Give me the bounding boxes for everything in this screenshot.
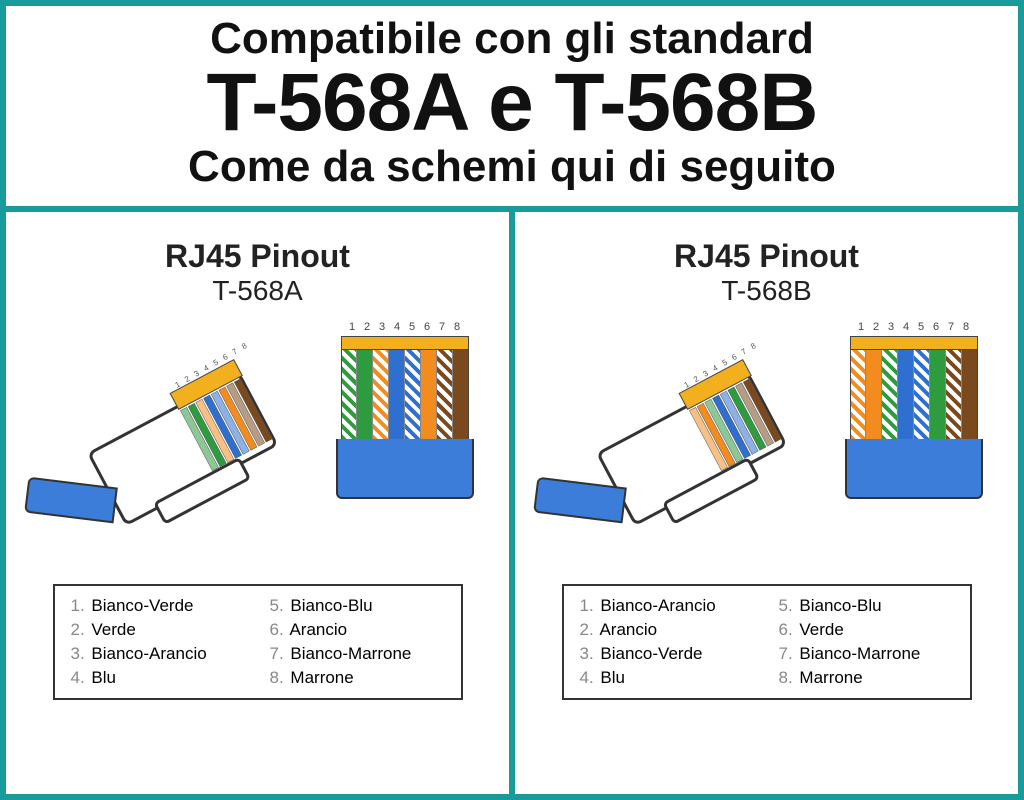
wire-5 [914, 350, 930, 440]
wire-4 [389, 350, 405, 440]
wire-2 [357, 350, 373, 440]
panel-a-subtitle: T-568A [20, 275, 495, 307]
panel-b-subtitle: T-568B [529, 275, 1004, 307]
header-line2: T-568A e T-568B [16, 64, 1008, 142]
pinout-block-a: 12345678 [335, 321, 475, 499]
wire-2 [866, 350, 882, 440]
legend-item: 6. Verde [779, 620, 954, 640]
legend-item: 8. Marrone [270, 668, 445, 688]
wire-6 [930, 350, 946, 440]
panel-a-title: RJ45 Pinout [20, 238, 495, 275]
wire-7 [946, 350, 962, 440]
panel-t568b: RJ45 Pinout T-568B 12345678 [515, 212, 1018, 794]
wire-6 [421, 350, 437, 440]
pin-numbers-a: 12345678 [347, 321, 462, 333]
legend-item: 1. Bianco-Arancio [580, 596, 755, 616]
legend-item: 1. Bianco-Verde [71, 596, 246, 616]
pin-numbers-b: 12345678 [856, 321, 971, 333]
legend-item: 3. Bianco-Verde [580, 644, 755, 664]
pin-wires-a [341, 350, 469, 440]
panel-t568a: RJ45 Pinout T-568A 12345678 [6, 212, 515, 794]
legend-item: 7. Bianco-Marrone [270, 644, 445, 664]
legend-item: 8. Marrone [779, 668, 954, 688]
wire-1 [342, 350, 358, 440]
legend-item: 5. Bianco-Blu [779, 596, 954, 616]
gold-contacts-b-icon [850, 336, 978, 350]
cable-sheath-a-icon [336, 439, 474, 499]
legend-a: 1. Bianco-Verde 5. Bianco-Blu 2. Verde 6. A… [53, 584, 463, 700]
legend-item: 6. Arancio [270, 620, 445, 640]
cable-sheath-b-icon [845, 439, 983, 499]
infographic-frame: Compatibile con gli standard T-568A e T-… [0, 0, 1024, 800]
wire-1 [851, 350, 867, 440]
wire-5 [405, 350, 421, 440]
panel-b-title: RJ45 Pinout [529, 238, 1004, 275]
header: Compatibile con gli standard T-568A e T-… [6, 6, 1018, 212]
panels-row: RJ45 Pinout T-568A 12345678 [6, 212, 1018, 794]
wire-8 [453, 350, 468, 440]
legend-item: 5. Bianco-Blu [270, 596, 445, 616]
wire-8 [962, 350, 977, 440]
pinout-block-b: 12345678 [844, 321, 984, 499]
legend-item: 3. Bianco-Arancio [71, 644, 246, 664]
wire-4 [898, 350, 914, 440]
gold-contacts-a-icon [341, 336, 469, 350]
rj45-connector-b-icon: 12345678 [550, 327, 820, 547]
legend-item: 7. Bianco-Marrone [779, 644, 954, 664]
wire-7 [437, 350, 453, 440]
wire-3 [882, 350, 898, 440]
legend-item: 4. Blu [580, 668, 755, 688]
wire-3 [373, 350, 389, 440]
panel-a-diagram: 12345678 [20, 327, 495, 572]
pin-wires-b [850, 350, 978, 440]
legend-b: 1. Bianco-Arancio 5. Bianco-Blu 2. Arancio… [562, 584, 972, 700]
legend-item: 4. Blu [71, 668, 246, 688]
rj45-connector-a-icon: 12345678 [41, 327, 311, 547]
panel-b-diagram: 12345678 12345678 [529, 327, 1004, 572]
header-line3: Come da schemi qui di seguito [16, 142, 1008, 192]
legend-item: 2. Verde [71, 620, 246, 640]
legend-item: 2. Arancio [580, 620, 755, 640]
